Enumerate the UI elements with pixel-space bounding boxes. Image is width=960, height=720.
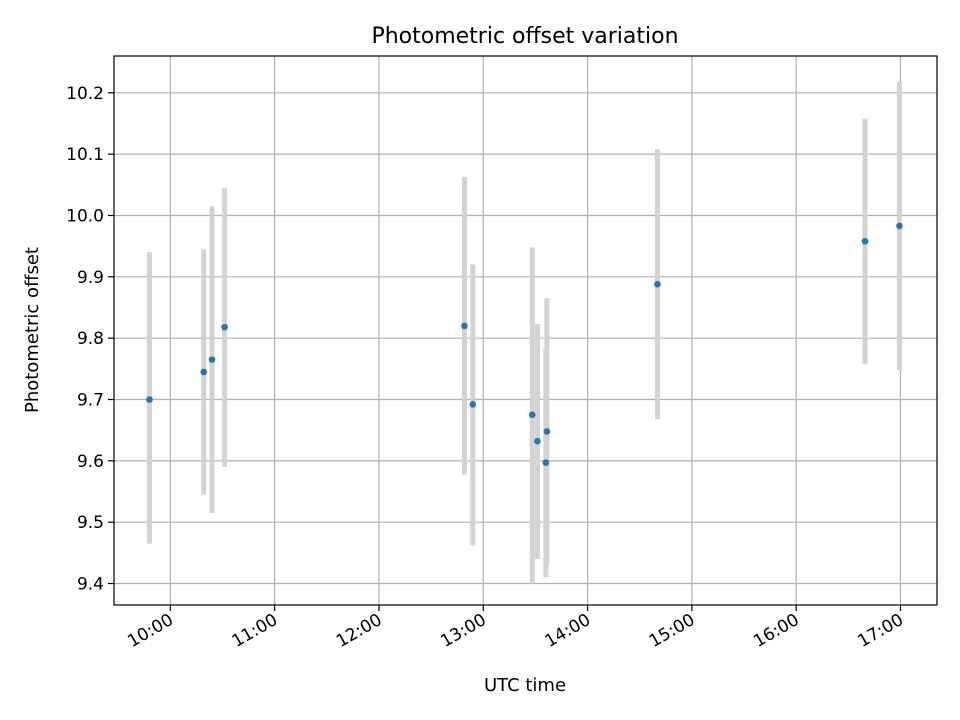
y-tick-label: 9.8 [77, 329, 104, 349]
y-axis-label: Photometric offset [22, 247, 43, 413]
y-tick-label: 9.9 [77, 268, 104, 288]
x-tick-label: 12:00 [333, 610, 385, 652]
data-point [654, 280, 661, 288]
x-tick-label: 17:00 [855, 610, 907, 652]
data-point [208, 356, 216, 363]
data-points [146, 222, 903, 466]
y-tick-label: 10.1 [66, 145, 104, 165]
data-point [221, 323, 228, 331]
grid-lines [114, 56, 937, 605]
chart-title: Photometric offset variation [371, 24, 678, 49]
x-tick-label: 15:00 [646, 610, 698, 652]
error-bars [146, 81, 902, 584]
x-tick-label: 13:00 [437, 610, 489, 652]
y-tick-label: 10.0 [66, 206, 104, 226]
y-tick-label: 9.5 [77, 513, 104, 533]
data-point [461, 322, 468, 330]
x-tick-label: 16:00 [750, 610, 802, 652]
x-axis-ticks: 10:00 11:00 12:00 13:00 14:00 15:00 16:00 17:00 [124, 605, 907, 652]
data-point [896, 222, 903, 230]
x-axis-label: UTC time [484, 675, 566, 696]
data-point [534, 437, 541, 445]
y-tick-label: 10.2 [66, 84, 104, 104]
y-tick-label: 9.6 [77, 452, 104, 472]
x-tick-label: 11:00 [229, 610, 281, 652]
x-tick-label: 10:00 [124, 610, 176, 652]
y-axis-ticks: 9.4 9.5 9.6 9.7 9.8 9.9 10.0 10.1 10.2 [66, 84, 114, 595]
plot-frame [113, 55, 938, 606]
x-tick-label: 14:00 [542, 610, 594, 652]
data-point [861, 237, 869, 245]
data-point [528, 411, 536, 419]
y-tick-label: 9.4 [77, 575, 104, 595]
data-point [542, 459, 550, 466]
data-point [469, 401, 477, 408]
y-tick-label: 9.7 [77, 391, 104, 411]
data-point [543, 428, 551, 435]
data-point [200, 368, 208, 376]
data-point [146, 396, 153, 403]
